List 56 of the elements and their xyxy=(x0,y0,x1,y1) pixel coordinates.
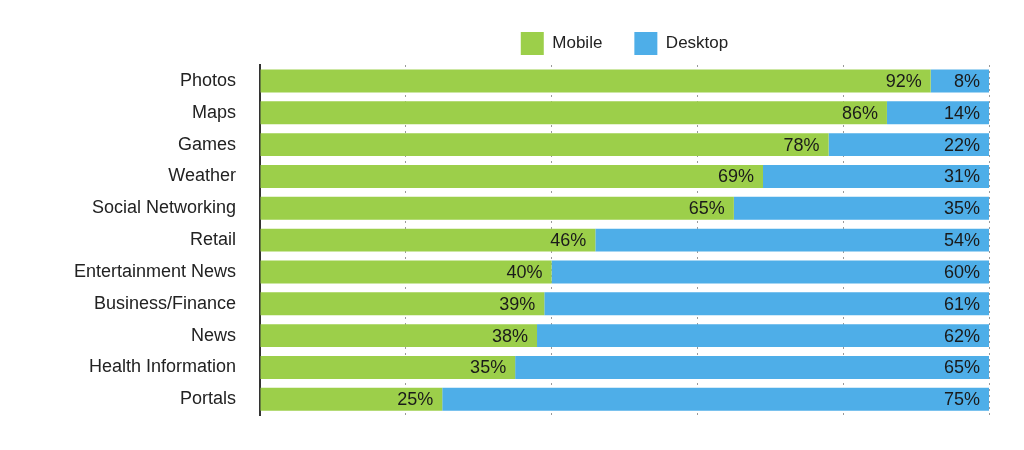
data-label: 8% xyxy=(953,70,980,91)
bar xyxy=(442,387,989,411)
data-label: 62% xyxy=(943,325,980,346)
bar xyxy=(828,133,989,157)
bar xyxy=(763,164,989,188)
data-label: 22% xyxy=(943,134,980,155)
y-tick-label: Portals xyxy=(179,388,236,409)
data-label: 38% xyxy=(491,325,529,346)
bar xyxy=(595,228,989,252)
y-tick-label: Weather xyxy=(168,165,236,186)
y-tick-label: News xyxy=(190,324,236,345)
y-tick-label: Retail xyxy=(189,229,236,250)
data-label: 14% xyxy=(943,102,980,123)
y-tick-label: Games xyxy=(177,133,236,154)
data-label: 61% xyxy=(943,293,980,314)
legend-label: Mobile xyxy=(552,33,603,53)
data-label: 65% xyxy=(688,198,725,219)
data-label: 35% xyxy=(943,198,980,219)
bar xyxy=(260,260,552,284)
data-label: 54% xyxy=(943,230,980,251)
legend-label: Desktop xyxy=(665,33,729,53)
bar xyxy=(515,355,989,379)
bar xyxy=(260,164,764,188)
data-label: 60% xyxy=(943,261,980,282)
data-label: 69% xyxy=(717,166,755,187)
y-tick-label: Photos xyxy=(179,69,236,90)
data-label: 46% xyxy=(550,230,587,251)
y-tick-label: Business/Finance xyxy=(93,292,236,313)
y-tick-label: Social Networking xyxy=(91,197,236,218)
y-tick-label: Maps xyxy=(191,101,236,122)
data-label: 75% xyxy=(943,389,980,410)
bar xyxy=(260,69,931,93)
data-label: 31% xyxy=(943,166,980,187)
bar xyxy=(537,324,989,348)
bar xyxy=(260,196,734,220)
bar xyxy=(260,292,545,316)
data-label: 39% xyxy=(499,293,536,314)
y-tick-label: Health Information xyxy=(88,356,236,377)
data-label: 78% xyxy=(783,134,820,155)
data-label: 65% xyxy=(943,357,980,378)
bar xyxy=(551,260,989,284)
data-label: 40% xyxy=(506,261,543,282)
data-label: 92% xyxy=(885,70,922,91)
bar xyxy=(260,324,538,348)
data-label: 35% xyxy=(470,357,507,378)
bar xyxy=(260,228,596,252)
data-label: 25% xyxy=(397,389,434,410)
bar xyxy=(544,292,989,316)
y-tick-label: Entertainment News xyxy=(73,260,236,281)
data-label: 86% xyxy=(841,102,878,123)
bar xyxy=(733,196,989,220)
bar xyxy=(260,133,829,157)
bar xyxy=(260,355,516,379)
bar xyxy=(886,101,989,125)
bar xyxy=(260,387,443,411)
bar xyxy=(260,101,887,125)
